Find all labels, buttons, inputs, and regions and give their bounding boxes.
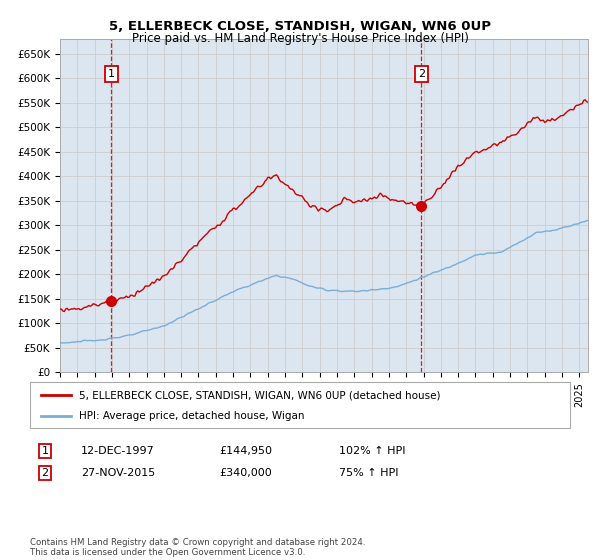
Text: 27-NOV-2015: 27-NOV-2015 (81, 468, 155, 478)
Text: 5, ELLERBECK CLOSE, STANDISH, WIGAN, WN6 0UP (detached house): 5, ELLERBECK CLOSE, STANDISH, WIGAN, WN6… (79, 390, 440, 400)
Text: 2: 2 (418, 69, 425, 79)
Text: 1: 1 (108, 69, 115, 79)
Text: HPI: Average price, detached house, Wigan: HPI: Average price, detached house, Wiga… (79, 410, 304, 421)
Text: Contains HM Land Registry data © Crown copyright and database right 2024.
This d: Contains HM Land Registry data © Crown c… (30, 538, 365, 557)
FancyBboxPatch shape (30, 382, 570, 428)
Text: 75% ↑ HPI: 75% ↑ HPI (339, 468, 398, 478)
Text: 12-DEC-1997: 12-DEC-1997 (81, 446, 155, 456)
Text: £144,950: £144,950 (219, 446, 272, 456)
Text: 1: 1 (41, 446, 49, 456)
Text: 5, ELLERBECK CLOSE, STANDISH, WIGAN, WN6 0UP: 5, ELLERBECK CLOSE, STANDISH, WIGAN, WN6… (109, 20, 491, 32)
Text: Price paid vs. HM Land Registry's House Price Index (HPI): Price paid vs. HM Land Registry's House … (131, 32, 469, 45)
Text: £340,000: £340,000 (219, 468, 272, 478)
Text: 2: 2 (41, 468, 49, 478)
Text: 102% ↑ HPI: 102% ↑ HPI (339, 446, 406, 456)
